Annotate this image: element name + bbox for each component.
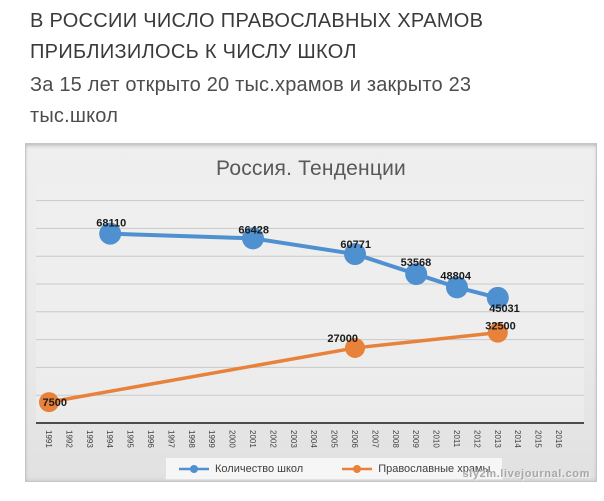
- post-title-line1: В РОССИИ ЧИСЛО ПРАВОСЛАВНЫХ ХРАМОВ: [30, 10, 484, 32]
- x-tick-label: 1993: [85, 430, 94, 448]
- watermark: sly2m.livejournal.com: [462, 468, 590, 480]
- data-point: [39, 392, 59, 413]
- x-tick-label: 1996: [146, 430, 155, 448]
- chart-image: 1991 1992 1993 1994 1995 1996 1997 1998 1999 2000…: [25, 143, 597, 482]
- x-tick-label: 2007: [370, 430, 379, 448]
- data-label: 7500: [43, 397, 67, 409]
- x-tick-label: 2009: [411, 430, 420, 448]
- x-tick-label: 2008: [391, 430, 400, 448]
- post-subtitle-line1: За 15 лет открыто 20 тыс.храмов и закрыт…: [30, 74, 472, 96]
- post-title: В РОССИИ ЧИСЛО ПРАВОСЛАВНЫХ ХРАМОВ ПРИБЛ…: [30, 6, 586, 68]
- data-point: [487, 322, 508, 343]
- x-tick-label: 2005: [330, 430, 339, 448]
- x-tick-label: 2015: [534, 430, 543, 448]
- chart-plot: 1991 1992 1993 1994 1995 1996 1997 1998 1999 2000…: [36, 184, 584, 448]
- x-tick-label: 1998: [187, 430, 196, 448]
- data-point: [344, 243, 366, 266]
- x-tick-label: 2001: [248, 430, 257, 448]
- data-point: [99, 222, 122, 245]
- x-tick-label: 1991: [44, 430, 53, 448]
- data-label: 45031: [489, 303, 520, 315]
- legend-item-churches: Православные храмы: [341, 463, 490, 475]
- data-label: 53568: [401, 257, 432, 269]
- data-point: [405, 263, 428, 286]
- legend-label-churches: Православные храмы: [378, 462, 491, 475]
- data-label: 66428: [238, 224, 269, 236]
- data-point: [446, 276, 468, 299]
- x-tick-label: 2016: [554, 430, 563, 448]
- data-label: 60771: [340, 239, 371, 251]
- x-tick-label: 2003: [289, 430, 298, 448]
- chart-legend: Количество школ Православные храмы: [166, 458, 503, 479]
- x-tick-label: 1999: [207, 430, 216, 448]
- data-label: 32500: [485, 321, 516, 333]
- x-tick-label: 2010: [432, 430, 441, 448]
- post-title-line2: ПРИБЛИЗИЛОСЬ К ЧИСЛУ ШКОЛ: [30, 41, 357, 63]
- post-subtitle-line2: тыс.школ: [30, 105, 119, 127]
- legend-item-schools: Количество школ: [178, 463, 303, 475]
- x-tick-label: 2004: [309, 430, 318, 448]
- x-tick-label: 2013: [493, 430, 502, 448]
- x-tick-label: 1994: [105, 430, 114, 448]
- data-point: [345, 337, 365, 358]
- x-tick-label: 1992: [64, 430, 73, 448]
- x-tick-label: 1997: [166, 430, 175, 448]
- legend-label-schools: Количество школ: [215, 462, 304, 475]
- data-point: [242, 227, 264, 250]
- post-header: В РОССИИ ЧИСЛО ПРАВОСЛАВНЫХ ХРАМОВ ПРИБЛ…: [30, 6, 586, 132]
- post-subtitle: За 15 лет открыто 20 тыс.храмов и закрыт…: [30, 70, 586, 132]
- data-label: 27000: [327, 333, 358, 345]
- x-tick-label: 2012: [472, 430, 481, 448]
- data-label: 48804: [440, 270, 471, 282]
- x-tick-label: 2002: [268, 430, 277, 448]
- legend-marker-churches-icon: [342, 464, 373, 473]
- x-tick-label: 2014: [513, 430, 522, 448]
- x-tick-label: 2011: [452, 430, 461, 448]
- x-tick-label: 2006: [350, 430, 359, 448]
- data-point: [486, 286, 509, 309]
- x-tick-label: 2000: [228, 430, 237, 448]
- legend-marker-schools-icon: [179, 464, 209, 473]
- data-label: 68110: [96, 218, 126, 230]
- chart-title: Россия. Тенденции: [216, 157, 406, 180]
- x-tick-label: 1995: [126, 430, 135, 448]
